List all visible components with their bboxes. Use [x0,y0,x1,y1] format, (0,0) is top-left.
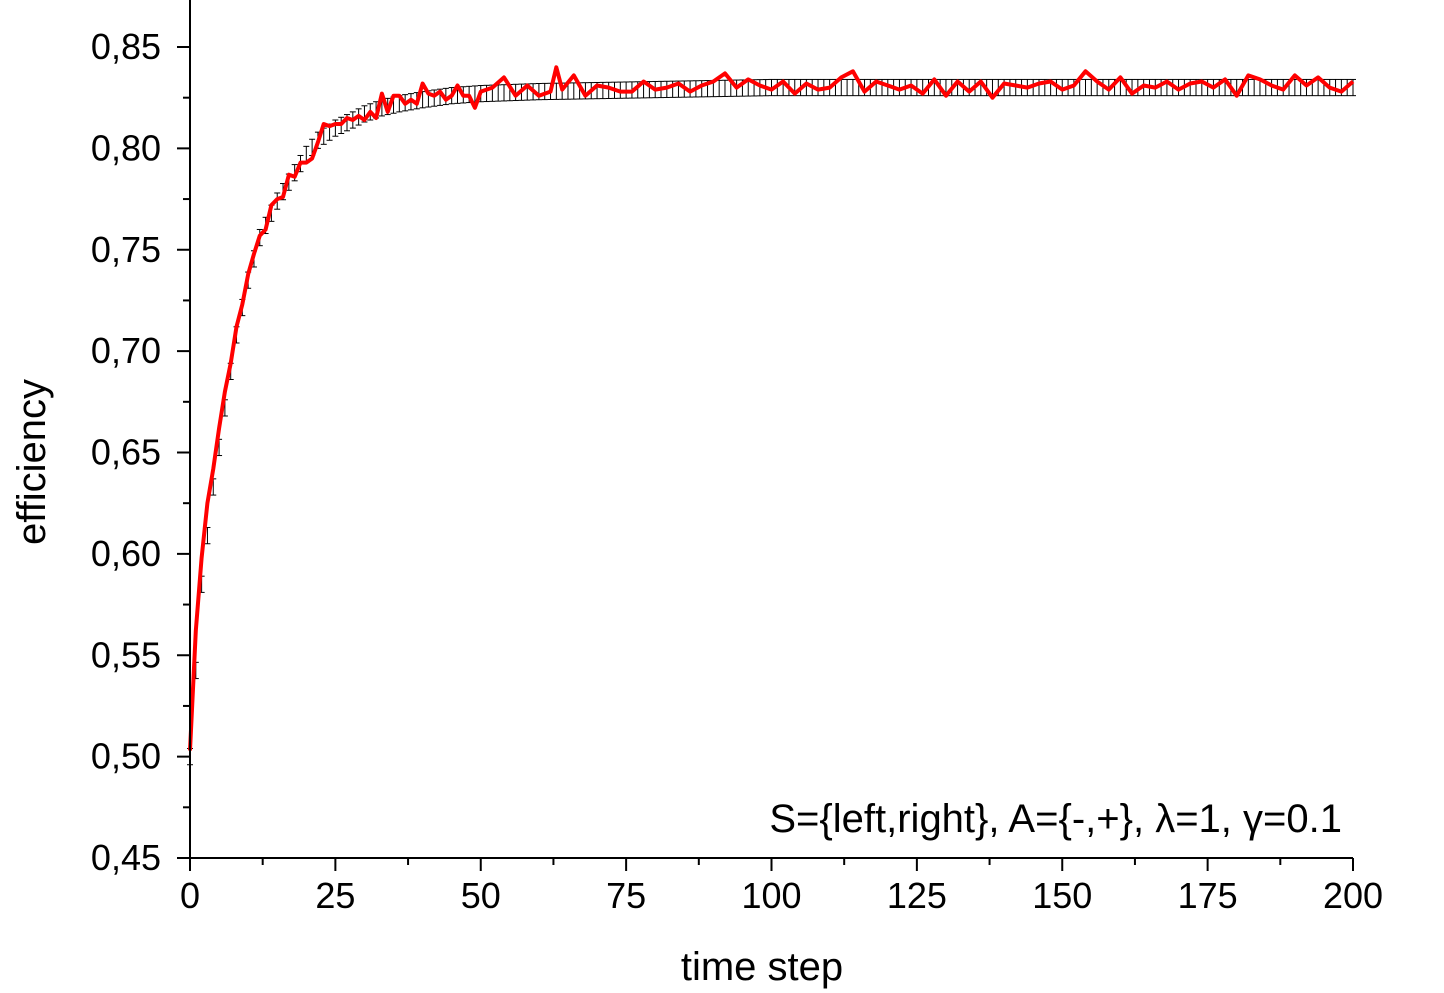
x-tick-label: 25 [315,875,355,916]
x-tick-label: 75 [606,875,646,916]
y-axis-title: efficiency [10,379,54,545]
error-bars-layer [187,78,1356,766]
y-tick-label: 0,70 [91,330,161,371]
x-tick-label: 50 [461,875,501,916]
axes-layer [177,0,1354,871]
efficiency-line [188,65,1355,751]
y-tick-label: 0,65 [91,432,161,473]
labels-layer: 0 25 50 75 100 125 150 175 200 0,45 0,50 0,55 0,60 0,… [91,26,1383,916]
x-tick-label: 200 [1323,875,1383,916]
y-tick-label: 0,75 [91,229,161,270]
y-tick-label: 0,55 [91,634,161,675]
x-tick-label: 0 [180,875,200,916]
parameter-annotation: S={left,right}, A={-,+}, λ=1, γ=0.1 [769,797,1342,841]
red-line-layer [188,65,1355,751]
y-tick-label: 0,85 [91,26,161,67]
y-tick-label: 0,50 [91,736,161,777]
y-tick-label: 0,45 [91,837,161,878]
x-axis-title: time step [681,945,843,989]
y-tick-label: 0,60 [91,533,161,574]
x-tick-label: 175 [1178,875,1238,916]
x-tick-label: 125 [887,875,947,916]
y-tick-label: 0,80 [91,127,161,168]
x-tick-label: 100 [741,875,801,916]
x-tick-label: 150 [1032,875,1092,916]
